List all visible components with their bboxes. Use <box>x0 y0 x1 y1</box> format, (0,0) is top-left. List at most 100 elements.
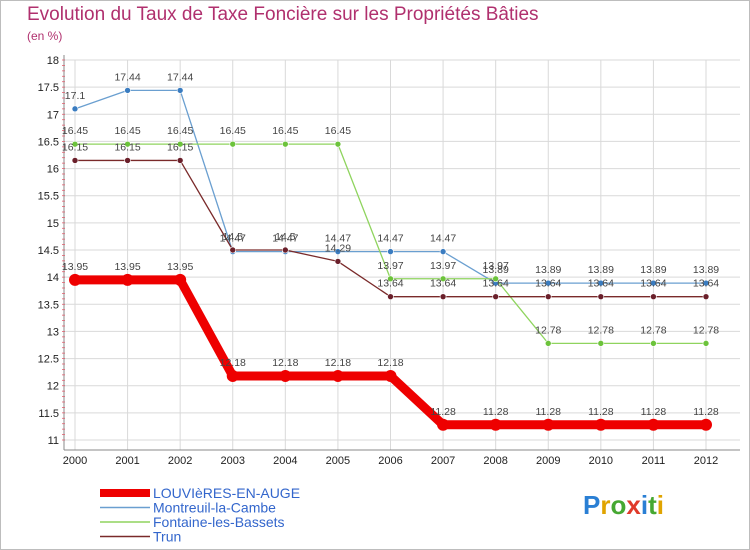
data-label: 11.28 <box>641 406 667 418</box>
data-label: 12.18 <box>325 357 351 369</box>
data-point <box>597 340 605 347</box>
data-label: 17.44 <box>114 71 140 83</box>
data-label: 16.45 <box>114 125 140 137</box>
data-label: 14.29 <box>325 242 351 254</box>
x-tick-label: 2008 <box>483 455 507 467</box>
data-point <box>279 369 292 382</box>
logo-letter: r <box>600 490 611 520</box>
data-label: 17.44 <box>167 71 193 83</box>
data-label: 12.18 <box>220 357 246 369</box>
data-point <box>544 340 552 347</box>
y-tick-label: 14.5 <box>38 245 59 257</box>
grid <box>64 59 740 450</box>
data-point <box>597 279 605 287</box>
data-point <box>121 273 134 286</box>
data-label: 16.45 <box>325 125 351 137</box>
y-tick-label: 16.5 <box>38 136 59 148</box>
legend-label: Fontaine-les-Bassets <box>153 514 285 530</box>
data-label: 13.64 <box>535 278 561 290</box>
x-tick-label: 2000 <box>63 455 87 467</box>
data-label: 13.64 <box>483 278 509 290</box>
data-label: 16.15 <box>167 141 193 153</box>
data-label: 14.47 <box>430 233 456 245</box>
y-tick-label: 12 <box>47 381 59 393</box>
data-point <box>229 140 237 148</box>
data-label: 11.28 <box>430 406 456 418</box>
data-label: 16.15 <box>114 141 140 153</box>
data-label: 11.28 <box>536 406 562 418</box>
data-point <box>647 418 660 431</box>
data-point <box>334 140 342 148</box>
data-label: 12.18 <box>272 357 298 369</box>
y-tick-label: 16 <box>47 164 59 176</box>
x-tick-label: 2005 <box>326 455 350 467</box>
data-point <box>650 340 657 347</box>
y-tick-label: 17 <box>47 109 59 121</box>
data-point <box>594 418 607 431</box>
data-point <box>387 275 394 283</box>
data-label: 13.64 <box>430 278 456 290</box>
data-point <box>229 246 237 254</box>
y-tick-label: 11.5 <box>38 408 59 420</box>
data-point <box>387 293 394 300</box>
data-point <box>700 418 712 431</box>
data-point <box>439 275 447 283</box>
y-tick-label: 15 <box>47 218 59 230</box>
data-point <box>174 273 187 286</box>
data-point <box>492 293 499 300</box>
data-point <box>384 369 397 382</box>
logo-letter: i <box>640 490 649 520</box>
data-point <box>282 246 289 254</box>
data-label: 11.28 <box>483 406 509 418</box>
data-label: 13.97 <box>483 260 509 272</box>
logo-letter: t <box>648 490 657 520</box>
y-tick-label: 17.5 <box>38 82 59 94</box>
data-label: 13.89 <box>588 264 614 276</box>
data-label: 16.45 <box>62 125 88 137</box>
data-point <box>334 248 342 255</box>
data-point <box>124 87 131 94</box>
data-label: 13.64 <box>693 278 719 290</box>
y-tick-label: 13.5 <box>38 299 59 311</box>
data-label: 14.47 <box>272 233 298 245</box>
data-point <box>597 293 605 300</box>
data-point <box>650 293 657 300</box>
data-label: 13.89 <box>483 264 509 276</box>
x-tick-label: 2012 <box>694 455 718 467</box>
data-label: 13.97 <box>430 260 456 272</box>
x-tick-label: 2010 <box>589 455 613 467</box>
data-label: 13.95 <box>62 261 88 273</box>
data-point <box>176 87 184 94</box>
chart-subtitle: (en %) <box>27 29 63 43</box>
chart-title: Evolution du Taux de Taxe Foncière sur l… <box>27 4 539 25</box>
data-point <box>439 293 447 300</box>
data-point <box>69 273 81 286</box>
x-tick-label: 2003 <box>221 455 245 467</box>
x-tick-label: 2006 <box>378 455 402 467</box>
y-tick-label: 15.5 <box>38 191 59 203</box>
data-label: 12.78 <box>693 324 719 336</box>
data-point <box>387 248 394 255</box>
data-point <box>226 369 239 382</box>
logo-letter: o <box>610 490 627 520</box>
y-tick-label: 12.5 <box>38 354 59 366</box>
logo-letter: P <box>583 490 601 520</box>
x-tick-label: 2002 <box>168 455 192 467</box>
data-label: 13.64 <box>377 278 403 290</box>
data-label: 16.45 <box>220 125 246 137</box>
y-tick-label: 14 <box>47 272 59 284</box>
data-label: 14.47 <box>325 233 351 245</box>
data-point <box>492 275 499 283</box>
data-label: 16.45 <box>167 125 193 137</box>
x-tick-label: 2011 <box>642 455 666 467</box>
legend-label: Trun <box>153 529 181 545</box>
logo-letter: x <box>626 490 641 520</box>
data-label: 13.95 <box>167 261 193 273</box>
data-point <box>650 279 657 287</box>
data-point <box>437 418 450 431</box>
data-label: 14.5 <box>275 231 296 243</box>
data-label: 13.89 <box>535 264 561 276</box>
series-lines <box>69 87 712 431</box>
y-tick-label: 18 <box>47 55 59 67</box>
